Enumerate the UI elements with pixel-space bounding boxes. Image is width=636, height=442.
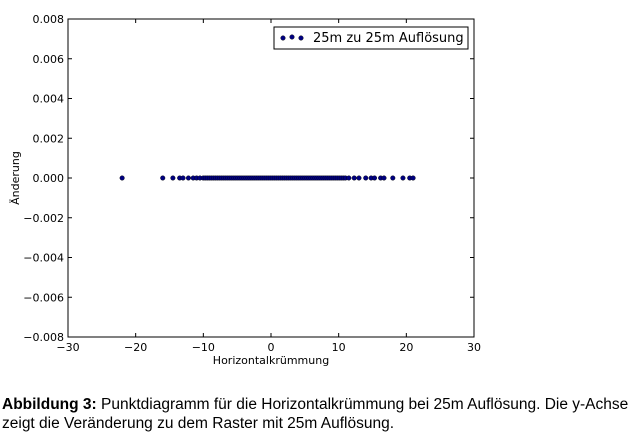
figure-caption: Abbildung 3: Punktdiagramm für die Horiz…	[2, 395, 634, 433]
data-point	[400, 175, 406, 181]
legend-markers	[280, 34, 304, 41]
caption-label: Abbildung 3:	[2, 396, 97, 413]
x-tick-label: −10	[192, 341, 215, 354]
x-axis-label: Horizontalkrümmung	[213, 354, 329, 367]
data-point	[372, 175, 378, 181]
y-tick-label: −0.006	[23, 291, 64, 304]
x-tick-label: −30	[56, 341, 79, 354]
data-point	[410, 175, 416, 181]
data-point	[346, 175, 352, 181]
y-axis-ticks: −0.008 −0.006 −0.004 −0.002 0.000 0.002 0.004 0…	[23, 13, 474, 344]
caption-text: Punktdiagramm für die Horizontalkrümmung…	[2, 396, 629, 432]
y-tick-label: 0.000	[33, 172, 65, 185]
data-point	[381, 175, 387, 181]
x-tick-label: 20	[399, 341, 413, 354]
y-tick-label: 0.008	[33, 13, 65, 26]
y-tick-label: 0.006	[33, 53, 65, 66]
data-point	[160, 175, 166, 181]
legend-marker	[280, 35, 286, 41]
data-point	[390, 175, 396, 181]
y-tick-label: −0.008	[23, 331, 64, 344]
y-tick-label: −0.004	[23, 252, 64, 265]
x-tick-label: 30	[467, 341, 481, 354]
data-point	[119, 175, 125, 181]
data-point	[363, 175, 369, 181]
x-tick-label: −20	[124, 341, 147, 354]
data-point	[351, 175, 357, 181]
scatter-figure: −30 −20 −10 0 10 20 30 −0.008−0.006−0.004−0.00…	[9, 13, 481, 367]
legend-marker	[298, 35, 304, 41]
legend-marker	[289, 34, 295, 40]
y-tick-label: 0.004	[33, 93, 65, 106]
y-tick-label: −0.002	[23, 212, 64, 225]
legend: 25m zu 25m Auflösung	[273, 26, 469, 50]
x-tick-label: 0	[268, 341, 275, 354]
legend-box	[273, 26, 469, 50]
data-point	[180, 175, 186, 181]
y-axis-label: Änderung	[9, 151, 22, 205]
legend-label: 25m zu 25m Auflösung	[313, 31, 464, 46]
data-points	[119, 175, 416, 181]
data-point	[170, 175, 176, 181]
y-tick-label: 0.002	[33, 132, 65, 145]
data-point	[356, 175, 362, 181]
data-point	[185, 175, 191, 181]
x-axis-ticks: −30 −20 −10 0 10 20 30	[56, 19, 481, 354]
x-tick-label: 10	[332, 341, 346, 354]
